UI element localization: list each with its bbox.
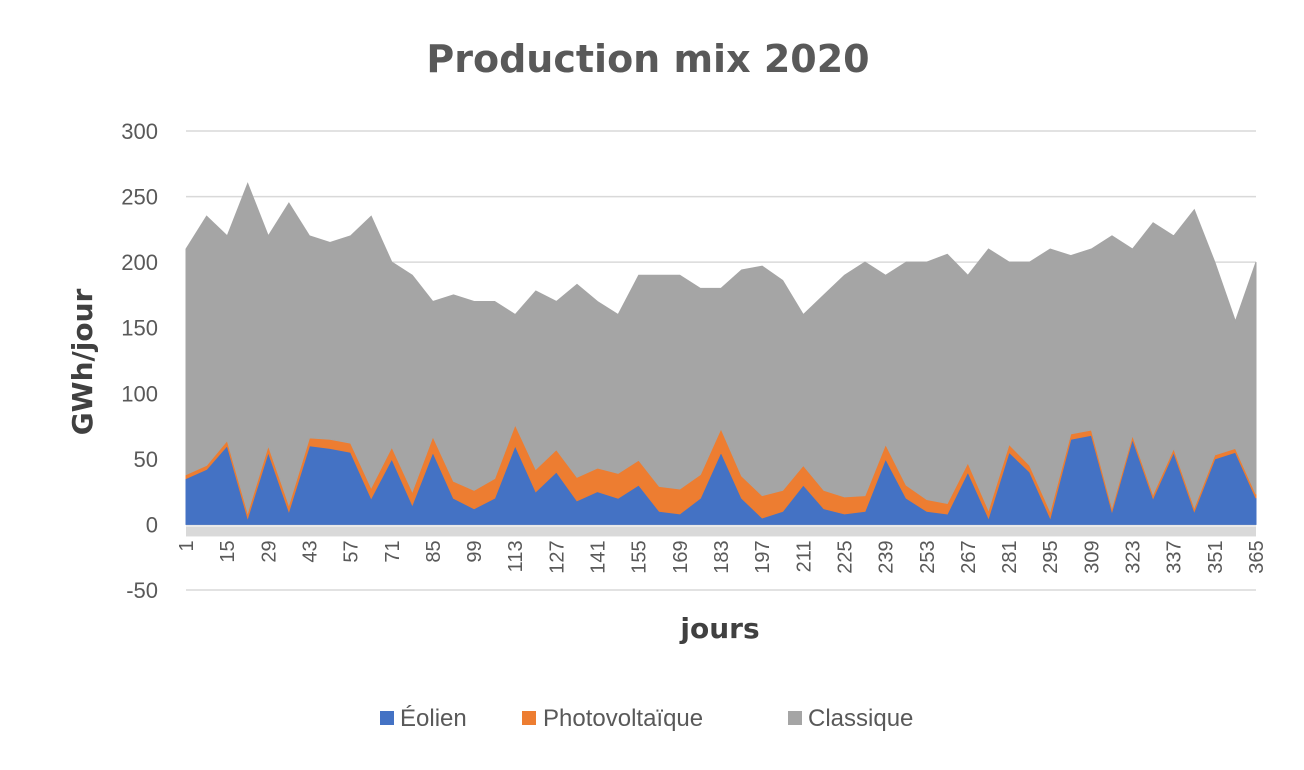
y-tick-label: 100 [121, 381, 158, 406]
x-tick-label: 351 [1205, 540, 1227, 573]
x-tick-label: 225 [835, 540, 857, 573]
x-tick-label: 1 [176, 540, 198, 551]
y-tick-label: 0 [146, 512, 158, 537]
y-tick-label: 150 [121, 316, 158, 341]
legend-label-eolien: Éolien [400, 705, 467, 732]
x-tick-label: 197 [752, 540, 774, 573]
legend-item-classique: Classique [788, 705, 913, 732]
x-tick-label: 99 [464, 540, 486, 562]
legend-label-photovoltaique: Photovoltaïque [543, 705, 703, 732]
legend-item-photovoltaique: Photovoltaïque [522, 705, 703, 732]
legend: Éolien Photovoltaïque Classique [380, 705, 913, 732]
y-tick-label: -50 [126, 578, 158, 603]
x-axis-ticks: 1 15 29 43 57 71 85 99 113 127 141 155 169 183 197 211 2… [176, 540, 1268, 573]
x-tick-label: 337 [1164, 540, 1186, 573]
x-tick-label: 71 [382, 540, 404, 562]
x-tick-label: 43 [300, 540, 322, 562]
x-tick-label: 113 [505, 540, 527, 572]
legend-swatch-photovoltaique [522, 711, 536, 725]
y-axis-ticks: -50 0 50 100 150 200 250 300 [121, 119, 158, 603]
x-tick-label: 155 [629, 540, 651, 573]
area-classique [185, 182, 1257, 515]
x-tick-label: 365 [1246, 540, 1268, 573]
x-tick-label: 29 [258, 540, 280, 562]
x-tick-label: 239 [876, 540, 898, 573]
x-tick-label: 127 [546, 540, 568, 573]
x-tick-label: 169 [670, 540, 692, 573]
y-axis-title: GWh/jour [66, 289, 99, 436]
x-tick-label: 57 [341, 540, 363, 562]
legend-swatch-classique [788, 711, 802, 725]
y-tick-label: 200 [121, 250, 158, 275]
x-tick-label: 267 [958, 540, 980, 573]
x-tick-label: 281 [999, 540, 1021, 573]
x-tick-label: 295 [1040, 540, 1062, 573]
x-tick-label: 309 [1081, 540, 1103, 573]
x-axis-band [186, 526, 1256, 537]
x-tick-label: 141 [588, 540, 610, 573]
chart-title: Production mix 2020 [426, 37, 869, 81]
area-series [185, 182, 1257, 525]
x-tick-label: 211 [793, 540, 815, 572]
legend-item-eolien: Éolien [380, 705, 467, 732]
x-tick-label: 253 [917, 540, 939, 573]
y-tick-label: 250 [121, 185, 158, 210]
x-tick-label: 15 [217, 540, 239, 562]
legend-swatch-eolien [380, 711, 394, 725]
x-tick-label: 85 [423, 540, 445, 562]
y-tick-label: 300 [121, 119, 158, 144]
y-tick-label: 50 [134, 447, 158, 472]
x-tick-label: 323 [1123, 540, 1145, 573]
x-tick-label: 183 [711, 540, 733, 573]
legend-label-classique: Classique [808, 705, 913, 732]
x-axis-title: jours [679, 612, 759, 645]
